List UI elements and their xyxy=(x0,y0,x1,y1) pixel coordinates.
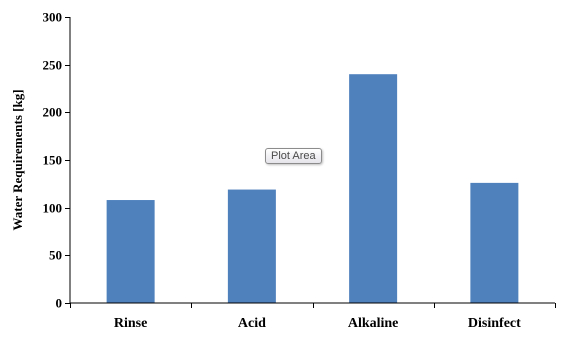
y-ticks-group: 0 50 100 150 200 250 300 xyxy=(43,10,70,311)
x-category-label: Alkaline xyxy=(348,316,399,331)
y-tick-label: 150 xyxy=(43,153,63,168)
x-labels-group: Rinse Acid Alkaline Disinfect xyxy=(114,316,521,331)
y-tick-label: 300 xyxy=(43,10,63,25)
bar-alkaline xyxy=(349,74,398,303)
y-tick-label: 100 xyxy=(43,201,63,216)
bar-disinfect xyxy=(470,182,519,303)
y-tick-label: 250 xyxy=(43,58,63,73)
bar-rinse xyxy=(106,200,155,303)
y-axis-title: Water Requirements [kg] xyxy=(10,89,25,230)
x-category-label: Rinse xyxy=(114,316,147,331)
plot-area-tooltip: Plot Area xyxy=(265,148,322,164)
bar-acid xyxy=(227,189,276,303)
y-tick-label: 0 xyxy=(56,296,63,311)
x-category-label: Disinfect xyxy=(468,316,521,331)
y-tick-label: 200 xyxy=(43,105,63,120)
bars-group xyxy=(106,74,519,303)
x-category-label: Acid xyxy=(238,316,266,331)
y-tick-label: 50 xyxy=(49,248,62,263)
